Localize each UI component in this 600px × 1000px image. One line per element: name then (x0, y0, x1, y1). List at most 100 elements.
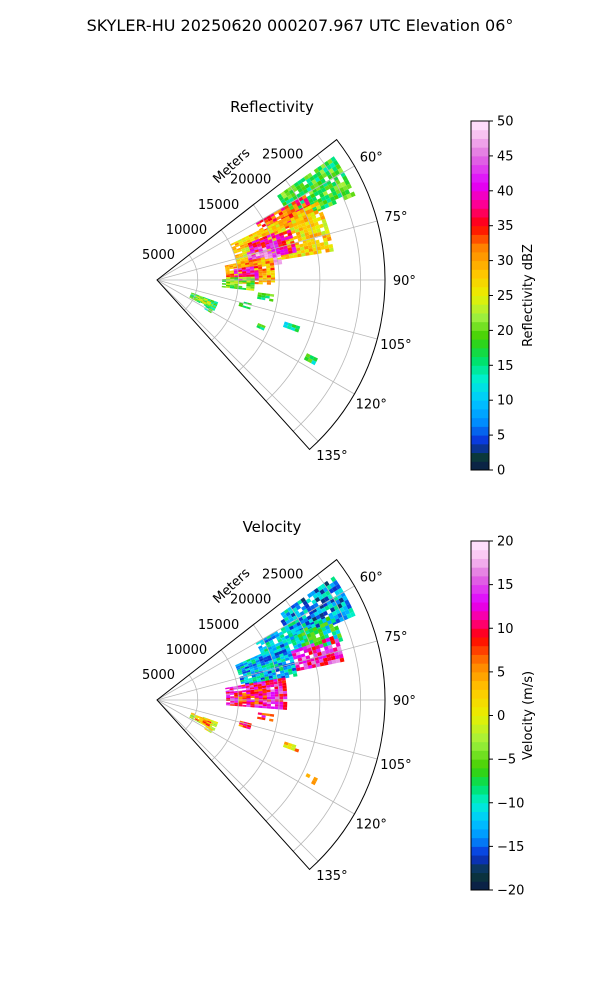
echo-cell (225, 267, 230, 270)
echo-cell (257, 322, 262, 327)
echo-cell (270, 642, 275, 647)
echo-cell (238, 704, 243, 707)
colorbar-segment (471, 715, 489, 725)
echo-cell (264, 661, 270, 665)
echo-cell (241, 686, 246, 689)
echo-cell (301, 194, 307, 200)
echo-cell (291, 324, 297, 329)
echo-cell (269, 298, 274, 302)
echo-cell (261, 223, 267, 228)
echo-cell (285, 199, 291, 205)
echo-cell (309, 184, 316, 190)
echo-cell (268, 659, 274, 664)
echo-cell (311, 780, 317, 786)
echo-cell (274, 694, 280, 697)
echo-cell (311, 646, 317, 651)
echo-cell (269, 262, 275, 266)
echo-cell (330, 618, 337, 624)
echo-cell (262, 216, 268, 222)
echo-cell (237, 287, 243, 290)
colorbar-segment (471, 846, 489, 856)
azimuth-tick-label: 60° (360, 150, 383, 165)
echo-cell (309, 354, 315, 361)
echo-cell (350, 611, 356, 618)
echo-cell (232, 263, 237, 266)
echo-cell (281, 227, 287, 232)
echo-cell (207, 730, 212, 734)
echo-cell (325, 179, 332, 186)
echo-cell (307, 664, 313, 669)
echo-cell (262, 645, 268, 650)
echo-cell (240, 246, 245, 250)
echo-cell (255, 673, 261, 677)
echo-cell (256, 260, 262, 264)
echo-cell (253, 263, 258, 266)
colorbar-segment (471, 855, 489, 865)
echo-cell (301, 605, 307, 611)
echo-cell (260, 662, 266, 667)
echo-cell (279, 699, 284, 702)
echo-cell (242, 672, 248, 676)
echo-cell (259, 326, 265, 331)
echo-cell (237, 268, 242, 271)
echo-cell (327, 644, 333, 650)
colorbar-segment (471, 741, 489, 751)
echo-cell (320, 215, 326, 221)
echo-cell (298, 636, 304, 642)
echo-cell (266, 634, 272, 640)
echo-cell (246, 272, 251, 275)
echo-cell (270, 689, 275, 693)
echo-cell (226, 703, 231, 706)
echo-cell (257, 266, 263, 270)
echo-cell (225, 286, 230, 289)
echo-cell (321, 638, 327, 644)
echo-cell (246, 692, 251, 695)
echo-cell (213, 300, 219, 304)
echo-cell (331, 199, 337, 206)
echo-cell (253, 233, 258, 238)
echo-cell (262, 697, 267, 700)
echo-cell (339, 591, 346, 598)
echo-cell (331, 190, 338, 197)
echo-cell (308, 628, 314, 634)
echo-cell (258, 237, 264, 241)
echo-region (257, 712, 275, 722)
echo-cell (202, 716, 207, 720)
echo-cell (233, 266, 238, 269)
echo-cell (291, 219, 297, 225)
echo-cell (242, 239, 247, 243)
echo-cell (261, 685, 267, 689)
polar-grid (156, 574, 385, 862)
echo-cell (242, 696, 247, 699)
echo-cell (315, 185, 321, 192)
colorbar-segment (471, 619, 489, 629)
echo-cell (324, 649, 330, 655)
echo-cell (252, 676, 257, 680)
echo-cell (266, 282, 271, 285)
echo-cell (276, 673, 281, 678)
echo-region (256, 322, 266, 331)
echo-cell (322, 190, 329, 197)
echo-cell (301, 222, 307, 228)
echo-cell (290, 628, 296, 634)
echo-cell (305, 252, 310, 256)
colorbar-segment (471, 260, 489, 270)
echo-cell (261, 261, 266, 265)
echo-cell (277, 638, 283, 643)
echo-cell (269, 684, 275, 688)
echo-cell (213, 722, 218, 725)
echo-cell (311, 607, 318, 614)
echo-cell (221, 285, 226, 288)
echo-cell (305, 178, 312, 184)
echo-cell (313, 602, 319, 608)
echo-cell (327, 183, 334, 189)
echo-cell (269, 651, 275, 656)
echo-cell (234, 704, 239, 707)
echo-cell (313, 209, 319, 215)
echo-cell (258, 277, 263, 280)
echo-cell (289, 658, 295, 663)
echo-cell (240, 665, 245, 669)
echo-cell (287, 742, 293, 747)
echo-cell (247, 660, 252, 665)
echo-cell (265, 663, 271, 668)
